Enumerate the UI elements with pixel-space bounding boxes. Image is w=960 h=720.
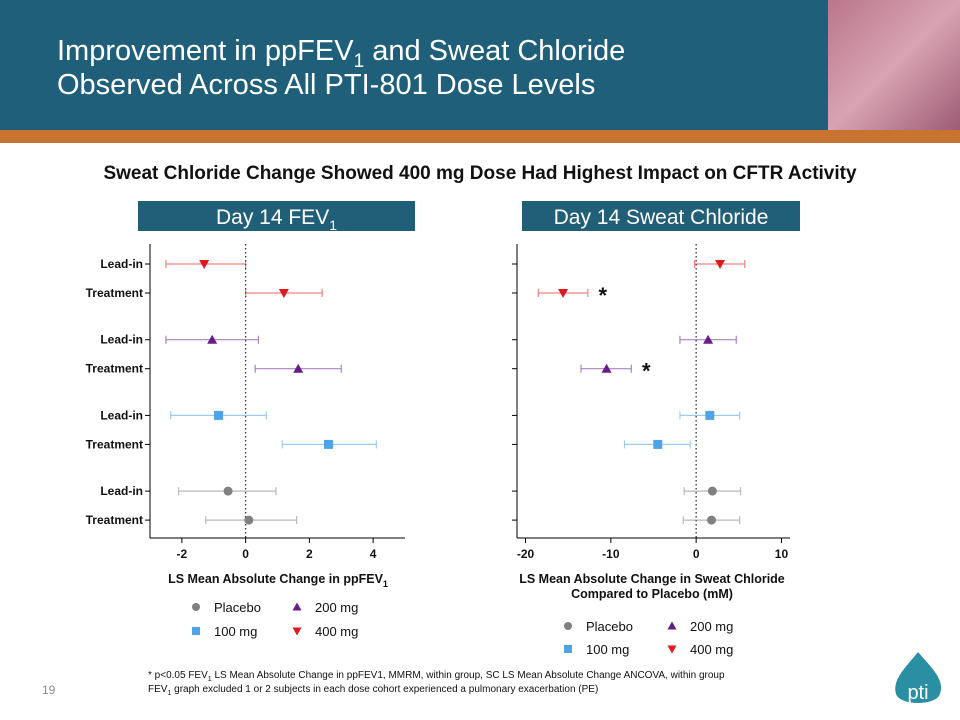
point <box>707 515 717 525</box>
title-sub: 1 <box>354 51 365 72</box>
legend-marker <box>564 645 572 653</box>
legend-marker <box>564 622 572 630</box>
y-tick-label: Lead-in <box>100 333 143 347</box>
footnote-sub: 1 <box>208 676 212 683</box>
legend-marker <box>192 603 200 611</box>
panel-title-sub: 1 <box>329 217 337 233</box>
x-tick-label: 0 <box>242 547 249 561</box>
panel-title: Day 14 FEV1 <box>216 206 337 233</box>
point <box>707 486 717 496</box>
point <box>199 260 210 269</box>
footnote: * p<0.05 FEV1 LS Mean Absolute Change in… <box>148 670 725 683</box>
legend-label: 200 mg <box>315 600 358 615</box>
title-text: and Sweat Chloride <box>364 35 625 67</box>
panel-title-text: Day 14 Sweat Chloride <box>554 206 769 229</box>
footnote-sub: 1 <box>167 690 171 697</box>
panel-header <box>138 201 415 231</box>
point <box>223 486 233 496</box>
footnote-text: FEV <box>148 684 168 695</box>
point <box>244 515 254 525</box>
header-image <box>828 0 960 130</box>
x-axis-label-text: LS Mean Absolute Change in ppFEV <box>168 572 383 586</box>
x-tick-label: 10 <box>775 547 789 561</box>
footnote-text: * p<0.05 FEV <box>148 670 208 681</box>
panel-title-text: Day 14 FEV <box>216 206 329 229</box>
footnote-text: graph excluded 1 or 2 subjects in each d… <box>171 684 598 695</box>
point <box>715 260 726 269</box>
footnote-text: LS Mean Absolute Change in ppFEV1, MMRM,… <box>212 670 725 681</box>
legend-marker <box>192 627 200 635</box>
legend-marker <box>292 602 302 611</box>
title: Observed Across All PTI-801 Dose Levels <box>57 69 595 101</box>
legend-marker <box>292 627 302 636</box>
x-tick-label: -10 <box>602 547 620 561</box>
x-tick-label: -2 <box>177 547 188 561</box>
legend-label: 100 mg <box>586 642 629 657</box>
panel-title: Day 14 Sweat Chloride <box>554 206 769 229</box>
y-tick-label: Treatment <box>86 437 143 451</box>
x-axis-label-sub: 1 <box>383 579 388 589</box>
point <box>705 410 715 420</box>
legend-label: Placebo <box>214 600 261 615</box>
logo-shape <box>895 652 942 703</box>
point <box>703 334 714 344</box>
y-tick-label: Lead-in <box>100 484 143 498</box>
legend-label: 200 mg <box>690 619 733 634</box>
point <box>207 334 218 344</box>
point <box>324 439 333 449</box>
y-tick-label: Treatment <box>86 513 143 527</box>
subtitle: Sweat Chloride Change Showed 400 mg Dose… <box>103 163 857 184</box>
header-band <box>0 0 960 130</box>
logo-text: pti <box>907 682 928 704</box>
x-tick-label: 4 <box>370 547 377 561</box>
x-tick-label: 0 <box>693 547 700 561</box>
x-tick-label: -20 <box>517 547 535 561</box>
header-stripe <box>0 130 960 143</box>
point <box>558 289 569 298</box>
legend-marker <box>667 621 677 630</box>
y-tick-label: Lead-in <box>100 257 143 271</box>
significance-label: * <box>642 359 651 384</box>
legend-label: 400 mg <box>690 642 733 657</box>
title: Improvement in ppFEV1 and Sweat Chloride <box>57 35 625 72</box>
y-tick-label: Lead-in <box>100 408 143 422</box>
point <box>214 410 224 420</box>
title-text: Improvement in ppFEV <box>57 35 354 67</box>
point <box>601 363 612 373</box>
significance-label: * <box>599 283 608 308</box>
x-axis-label: LS Mean Absolute Change in Sweat Chlorid… <box>519 572 785 586</box>
legend-label: 100 mg <box>214 624 257 639</box>
x-tick-label: 2 <box>306 547 313 561</box>
point <box>278 289 289 298</box>
x-axis-label: Compared to Placebo (mM) <box>571 587 733 601</box>
y-tick-label: Treatment <box>86 286 143 300</box>
point <box>293 363 304 373</box>
x-axis-label: LS Mean Absolute Change in ppFEV1 <box>168 572 388 589</box>
point <box>653 439 663 449</box>
legend-label: Placebo <box>586 619 633 634</box>
panel-header <box>522 201 800 231</box>
legend-label: 400 mg <box>315 624 358 639</box>
y-tick-label: Treatment <box>86 362 143 376</box>
footnote: FEV1 graph excluded 1 or 2 subjects in e… <box>148 684 598 697</box>
page-number: 19 <box>42 683 56 697</box>
legend-marker <box>667 645 677 654</box>
